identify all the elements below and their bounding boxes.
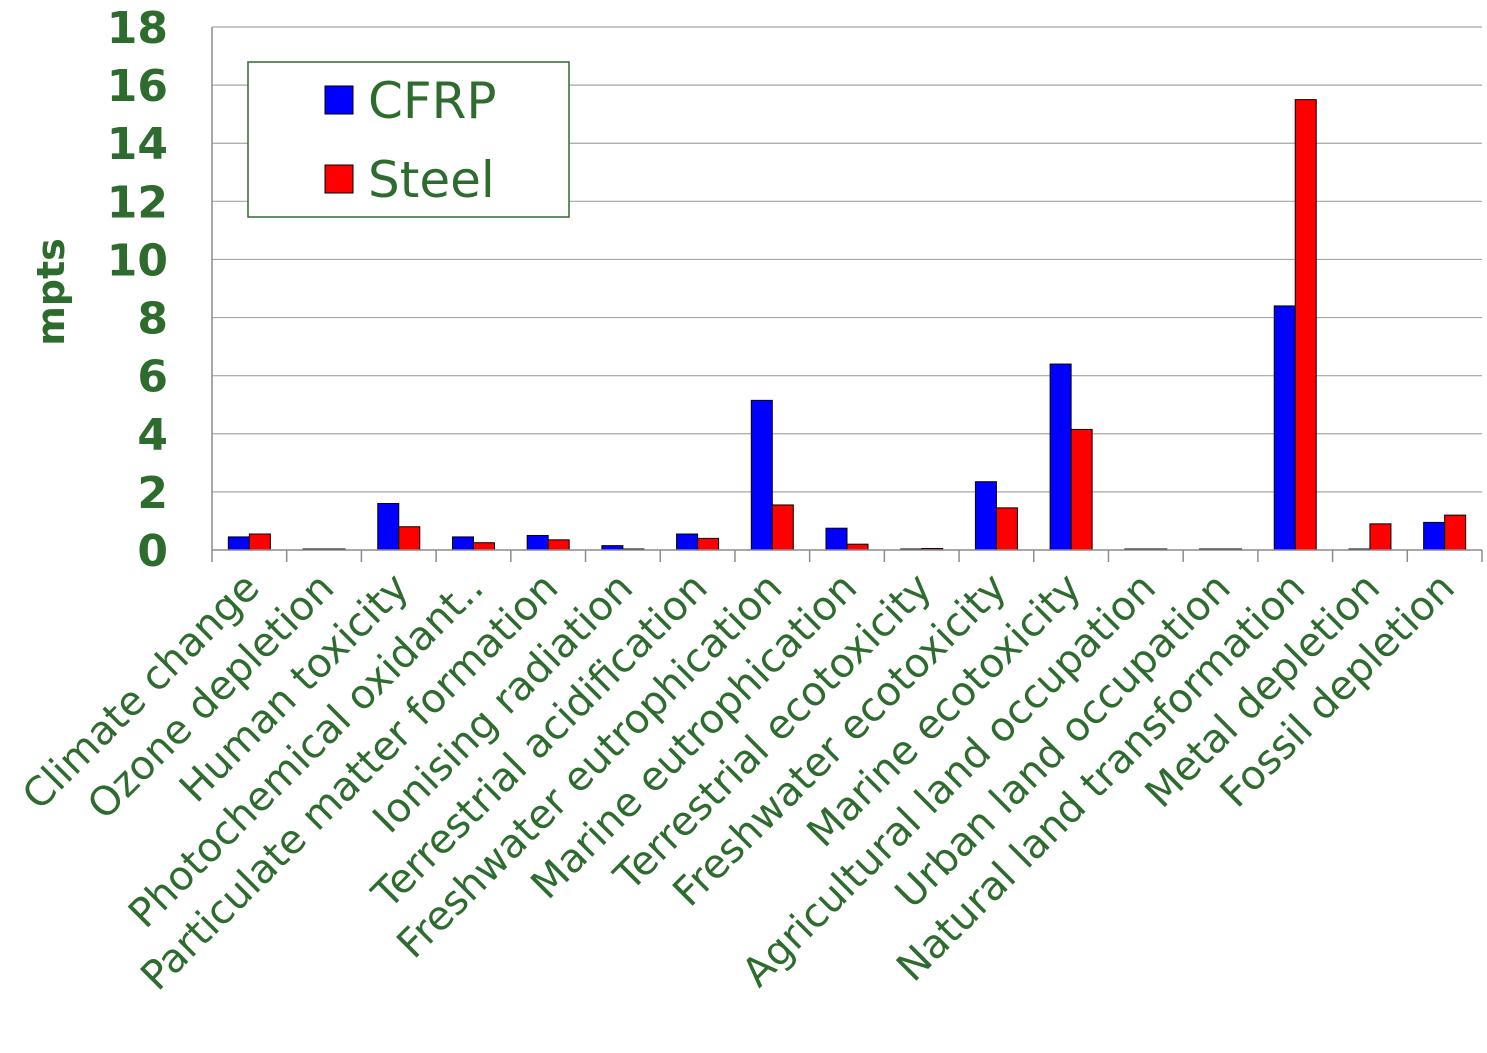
y-tick-label: 0 (137, 526, 168, 577)
legend-swatch-cfrp (324, 85, 354, 115)
y-tick-label: 10 (107, 235, 168, 286)
bar-steel-2 (398, 526, 421, 551)
legend-box (247, 61, 570, 218)
bar-cfrp-10 (974, 481, 997, 551)
y-tick-label: 6 (137, 352, 168, 403)
bar-cfrp-8 (825, 527, 848, 551)
bar-steel-3 (472, 542, 495, 551)
legend-swatch-steel (324, 164, 354, 194)
bar-steel-14 (1294, 99, 1317, 551)
bar-cfrp-4 (526, 534, 549, 551)
bar-steel-4 (547, 539, 570, 551)
bar-cfrp-14 (1273, 305, 1296, 551)
y-tick-label: 2 (137, 468, 168, 519)
bar-cfrp-0 (227, 536, 250, 551)
bars (227, 99, 1467, 551)
bar-cfrp-16 (1423, 521, 1446, 551)
bar-steel-7 (771, 504, 794, 551)
legend-label-cfrp: CFRP (368, 72, 497, 130)
bar-cfrp-11 (1049, 363, 1072, 551)
bar-steel-0 (248, 533, 271, 551)
y-tick-label: 4 (137, 410, 168, 461)
y-tick-label: 16 (107, 61, 168, 112)
y-tick-label: 14 (107, 119, 168, 170)
y-tick-label: 12 (107, 177, 168, 228)
y-tick-label: 18 (107, 3, 168, 54)
y-axis-label: mpts (29, 238, 73, 346)
bar-steel-11 (1070, 428, 1093, 551)
bar-steel-6 (697, 537, 720, 551)
legend: CFRP Steel (247, 61, 570, 218)
y-tick-labels: 0 2 4 6 8 10 12 14 16 18 (107, 3, 168, 577)
axes (211, 27, 1483, 562)
bar-steel-16 (1444, 514, 1467, 551)
bar-steel-15 (1369, 523, 1392, 551)
bar-cfrp-7 (750, 399, 773, 551)
y-tick-label: 8 (137, 294, 168, 345)
legend-label-steel: Steel (368, 151, 495, 209)
bar-cfrp-3 (451, 536, 474, 551)
bar-steel-8 (846, 543, 869, 551)
bar-steel-10 (995, 507, 1018, 551)
bar-cfrp-2 (377, 503, 400, 551)
bar-cfrp-6 (676, 533, 699, 551)
